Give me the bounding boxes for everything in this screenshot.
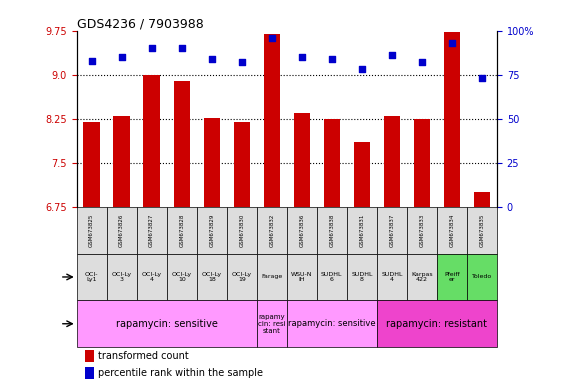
Text: GSM673825: GSM673825 [89,214,94,247]
Bar [85,367,94,379]
Point [87,58,96,64]
Text: SUDHL
4: SUDHL 4 [381,271,403,282]
Bar [77,207,107,253]
Text: Farage: Farage [261,275,282,280]
Bar [233,122,250,207]
Bar [77,253,107,300]
Bar [85,351,94,362]
Bar [383,116,400,207]
Point [387,52,396,58]
Text: OCI-Ly
3: OCI-Ly 3 [112,271,132,282]
Text: Toledo: Toledo [472,275,492,280]
Point [177,45,186,51]
Text: GSM673827: GSM673827 [149,214,154,247]
Bar [287,207,317,253]
Bar [347,253,377,300]
Text: GSM673831: GSM673831 [360,214,365,247]
Point [297,54,306,60]
Bar [203,118,220,207]
Bar [257,253,287,300]
Text: Pfeiff
er: Pfeiff er [444,271,460,282]
Text: OCI-Ly
4: OCI-Ly 4 [141,271,162,282]
Bar [414,119,430,207]
Bar [167,253,197,300]
Bar [467,253,497,300]
Bar [407,207,437,253]
Bar [167,207,197,253]
Bar [294,113,310,207]
Bar [354,142,370,207]
Text: Karpas
422: Karpas 422 [411,271,433,282]
Point [478,75,487,81]
Bar [173,81,190,207]
Text: OCI-Ly
10: OCI-Ly 10 [172,271,192,282]
Point [147,45,156,51]
Bar [257,300,287,347]
Text: GSM673830: GSM673830 [239,214,244,247]
Bar [114,116,130,207]
Text: OCI-
Ly1: OCI- Ly1 [85,271,98,282]
Text: GSM673832: GSM673832 [269,214,274,247]
Text: rapamycin: resistant: rapamycin: resistant [386,319,487,329]
Bar [437,253,467,300]
Text: GSM673829: GSM673829 [209,214,214,247]
Bar [137,253,167,300]
Bar [317,253,347,300]
Text: percentile rank within the sample: percentile rank within the sample [98,368,262,378]
Bar [77,300,257,347]
Text: SUDHL
8: SUDHL 8 [351,271,373,282]
Bar [437,207,467,253]
Text: GSM673834: GSM673834 [449,214,454,247]
Bar [257,207,287,253]
Text: rapamycin: sensitive: rapamycin: sensitive [116,319,218,329]
Bar [407,253,437,300]
Text: GSM673826: GSM673826 [119,214,124,247]
Text: GSM673828: GSM673828 [179,214,184,247]
Bar [377,300,497,347]
Bar [264,34,280,207]
Bar [287,253,317,300]
Point [448,40,457,46]
Point [268,35,277,41]
Bar [377,253,407,300]
Point [417,60,427,66]
Bar [144,75,160,207]
Text: GSM673838: GSM673838 [329,214,335,247]
Text: OCI-Ly
19: OCI-Ly 19 [232,271,252,282]
Text: GSM673836: GSM673836 [299,214,304,247]
Text: GSM673835: GSM673835 [479,214,485,247]
Bar [444,33,460,207]
Point [237,60,247,66]
Text: GDS4236 / 7903988: GDS4236 / 7903988 [77,18,203,31]
Bar [317,207,347,253]
Bar [197,253,227,300]
Bar [137,207,167,253]
Point [357,66,366,73]
Bar [474,192,490,207]
Text: SUDHL
6: SUDHL 6 [321,271,343,282]
Bar [347,207,377,253]
Point [327,56,336,62]
Bar [227,253,257,300]
Bar [227,207,257,253]
Bar [467,207,497,253]
Bar [83,122,100,207]
Point [207,56,216,62]
Bar [287,300,377,347]
Text: OCI-Ly
18: OCI-Ly 18 [202,271,222,282]
Text: GSM673833: GSM673833 [419,214,424,247]
Text: rapamycin: sensitive: rapamycin: sensitive [288,319,375,328]
Bar [324,119,340,207]
Bar [107,207,137,253]
Text: WSU-N
IH: WSU-N IH [291,271,312,282]
Bar [377,207,407,253]
Text: transformed count: transformed count [98,351,189,361]
Point [117,54,126,60]
Text: rapamy
cin: resi
stant: rapamy cin: resi stant [258,314,286,334]
Text: GSM673837: GSM673837 [390,214,394,247]
Bar [197,207,227,253]
Bar [107,253,137,300]
